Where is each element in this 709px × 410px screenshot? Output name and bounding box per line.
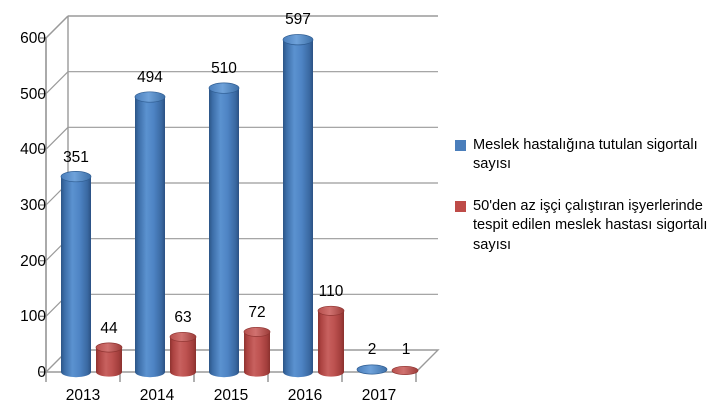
legend-swatch-red-icon xyxy=(455,200,466,212)
bar-2017-red xyxy=(391,365,419,376)
bar-2016-red xyxy=(317,305,345,377)
y-tick-label: 500 xyxy=(20,85,46,103)
data-label-2013-blue: 351 xyxy=(63,149,89,166)
bar-2015-blue xyxy=(208,82,240,378)
y-tick-label: 200 xyxy=(20,252,46,270)
y-tick-label: 400 xyxy=(20,141,46,159)
legend-label-series-2: 50'den az işçi çalıştıran işyerlerinde t… xyxy=(473,197,708,253)
y-tick-label: 300 xyxy=(20,197,46,214)
plot-graphics xyxy=(40,15,440,382)
x-tick-label-2013: 2013 xyxy=(65,387,101,404)
y-axis-labels: 600 500 400 300 200 100 0 xyxy=(0,0,46,410)
bar-2013-blue xyxy=(60,171,92,378)
plot-area: 600 500 400 300 200 100 0 2013 2014 2015… xyxy=(0,0,440,410)
bar-2013-red xyxy=(95,342,123,377)
legend-label-series-1: Meslek hastalığına tutulan sigortalı say… xyxy=(473,137,698,173)
data-label-2015-red: 72 xyxy=(248,304,266,321)
x-tick-label-2015: 2015 xyxy=(213,387,249,404)
data-label-2016-blue: 597 xyxy=(285,11,311,28)
bar-2014-red xyxy=(169,331,197,377)
bar-2016-blue xyxy=(282,34,314,378)
y-tick-label: 600 xyxy=(20,30,46,47)
data-label-2016-red: 110 xyxy=(318,283,344,300)
bar-2014-blue xyxy=(134,91,166,378)
legend-swatch-blue-icon xyxy=(455,140,466,151)
y-tick-label: 100 xyxy=(20,308,46,326)
data-label-2017-red: 1 xyxy=(401,341,411,358)
data-label-2013-red: 44 xyxy=(100,320,118,337)
legend-entry-series-2[interactable]: 50'den az işçi çalıştıran işyerlerinde t… xyxy=(455,197,709,255)
data-label-2015-blue: 510 xyxy=(211,60,237,77)
x-tick-label-2016: 2016 xyxy=(287,387,323,404)
x-tick-label-2017: 2017 xyxy=(361,387,397,404)
bar-2017-blue xyxy=(356,364,388,375)
x-tick-label-2014: 2014 xyxy=(139,387,175,404)
data-label-2014-blue: 494 xyxy=(137,69,163,86)
chart-legend: Meslek hastalığına tutulan sigortalı say… xyxy=(455,136,709,277)
bar-2015-red xyxy=(243,326,271,377)
data-label-2017-blue: 2 xyxy=(367,341,377,358)
y-axis-ticks xyxy=(40,37,46,373)
y-tick-label: 0 xyxy=(37,364,46,381)
data-label-2014-red: 63 xyxy=(174,309,192,326)
legend-entry-series-1[interactable]: Meslek hastalığına tutulan sigortalı say… xyxy=(455,136,709,175)
